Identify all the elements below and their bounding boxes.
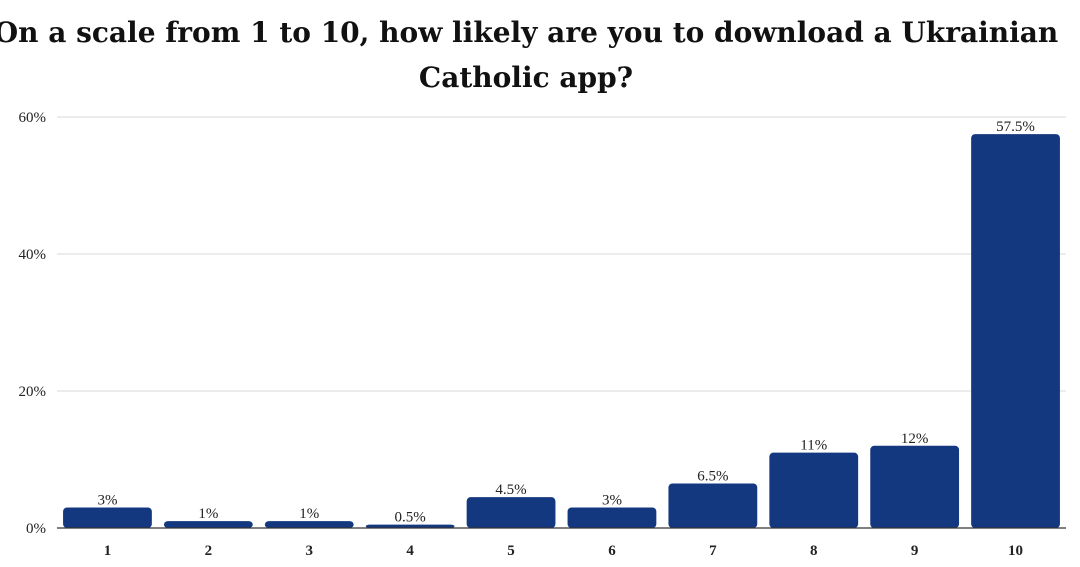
- bar: [264, 521, 354, 528]
- y-tick-label: 20%: [19, 384, 47, 400]
- data-label: 11%: [800, 438, 827, 454]
- x-tick-label: 5: [507, 543, 515, 559]
- bars: [63, 134, 1060, 528]
- gridlines: [57, 116, 1066, 392]
- x-tick-label: 6: [608, 543, 616, 559]
- bar: [971, 134, 1060, 528]
- data-label: 3%: [602, 492, 622, 508]
- y-tick-label: 60%: [19, 110, 47, 126]
- x-tick-label: 8: [810, 543, 818, 559]
- data-label: 0.5%: [395, 510, 426, 526]
- chart-title: On a scale from 1 to 10, how likely are …: [0, 16, 1058, 94]
- x-tick-label: 1: [104, 543, 112, 559]
- bar: [163, 521, 253, 528]
- data-label: 4.5%: [495, 482, 526, 498]
- bar: [769, 452, 859, 528]
- data-label: 1%: [299, 506, 319, 522]
- x-tick-label: 9: [911, 543, 919, 559]
- data-label: 1%: [198, 506, 218, 522]
- bar: [63, 507, 152, 528]
- data-labels: 3% 1% 1% 0.5% 4.5% 3% 6.5% 11% 12% 57.5%: [97, 119, 1034, 525]
- x-tick-label: 4: [406, 543, 414, 559]
- data-label: 12%: [901, 431, 929, 447]
- x-tick-label: 2: [205, 543, 213, 559]
- y-axis-tick-labels: 0% 20% 40% 60%: [19, 110, 47, 537]
- chart-title-line-1: On a scale from 1 to 10, how likely are …: [0, 16, 1058, 49]
- bar: [870, 445, 960, 528]
- x-tick-label: 3: [306, 543, 314, 559]
- bar: [567, 507, 657, 528]
- bar: [668, 483, 758, 528]
- x-tick-label: 10: [1008, 543, 1023, 559]
- data-label: 57.5%: [996, 119, 1035, 135]
- x-tick-label: 7: [709, 543, 717, 559]
- bar: [466, 497, 556, 528]
- x-axis-tick-labels: 1 2 3 4 5 6 7 8 9 10: [104, 543, 1023, 559]
- chart-title-line-2: Catholic app?: [419, 61, 633, 94]
- y-tick-label: 40%: [19, 247, 47, 263]
- y-tick-label: 0%: [26, 521, 46, 537]
- data-label: 3%: [97, 492, 117, 508]
- data-label: 6.5%: [697, 468, 728, 484]
- bar: [365, 524, 455, 528]
